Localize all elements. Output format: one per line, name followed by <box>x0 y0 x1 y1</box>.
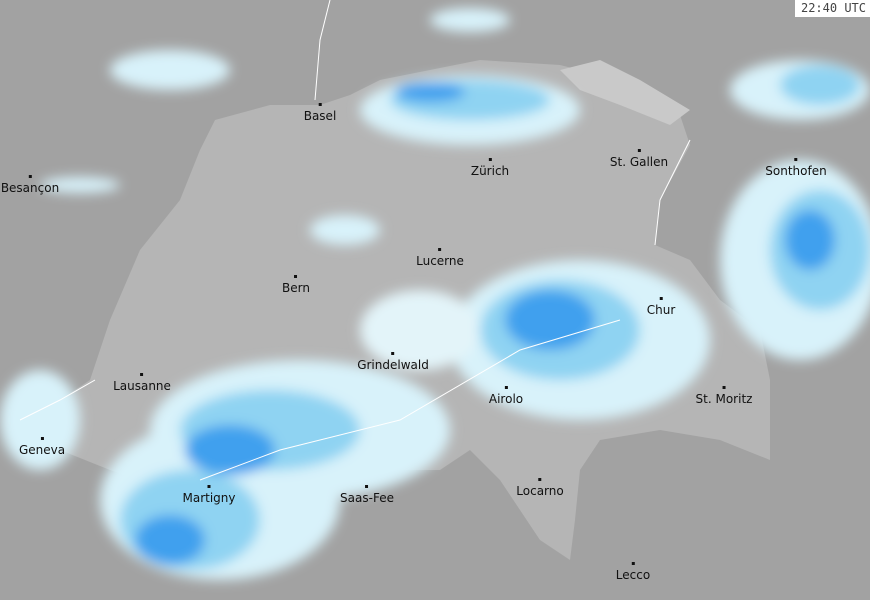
city-marker: Saas-Fee <box>340 485 394 505</box>
city-label: Besançon <box>0 181 60 195</box>
borders <box>19 0 691 481</box>
city-label: Airolo <box>488 392 524 406</box>
city-label: Locarno <box>516 484 564 498</box>
city-label: Lausanne <box>113 379 171 393</box>
city-label: Lecco <box>615 568 651 582</box>
city-label: Sonthofen <box>765 164 827 178</box>
city-marker: Geneva <box>19 437 65 457</box>
city-dot-icon <box>365 485 369 488</box>
city-marker: Lucerne <box>416 248 464 268</box>
city-marker: Airolo <box>489 386 523 406</box>
city-label: Bern <box>282 281 310 295</box>
city-marker: Besançon <box>1 175 59 195</box>
city-dot-icon <box>722 386 726 389</box>
city-dot-icon <box>637 149 641 152</box>
city-marker: Zürich <box>471 158 509 178</box>
city-dot-icon <box>631 562 635 565</box>
city-dot-icon <box>794 158 798 161</box>
city-label: Martigny <box>182 491 236 505</box>
city-label: Basel <box>303 109 337 123</box>
city-dot-icon <box>504 386 508 389</box>
city-dot-icon <box>659 297 663 300</box>
city-dot-icon <box>538 478 542 481</box>
radar-echoes <box>0 8 870 580</box>
city-dot-icon <box>318 103 322 106</box>
city-marker: Basel <box>303 103 337 123</box>
city-dot-icon <box>40 437 44 440</box>
city-dot-icon <box>438 248 442 251</box>
city-marker: St. Gallen <box>610 149 668 169</box>
city-label: Zürich <box>470 164 510 178</box>
city-label: Grindelwald <box>357 358 429 372</box>
city-dot-icon <box>207 485 211 488</box>
city-marker: Lecco <box>616 562 650 582</box>
city-dot-icon <box>391 352 395 355</box>
city-label: Chur <box>646 303 676 317</box>
city-label: Geneva <box>18 443 66 457</box>
city-dot-icon <box>140 373 144 376</box>
city-marker: Grindelwald <box>357 352 429 372</box>
city-marker: Bern <box>282 275 310 295</box>
city-marker: Chur <box>646 297 676 317</box>
lake-constance <box>560 60 690 125</box>
city-dot-icon <box>294 275 298 278</box>
timestamp-label: 22:40 UTC <box>794 0 870 17</box>
city-marker: Lausanne <box>113 373 171 393</box>
city-label: Saas-Fee <box>340 491 394 505</box>
city-marker: Locarno <box>516 478 564 498</box>
city-marker: Martigny <box>182 485 236 505</box>
city-label: Lucerne <box>416 254 464 268</box>
city-label: St. Moritz <box>695 392 753 406</box>
city-marker: St. Moritz <box>695 386 753 406</box>
city-dot-icon <box>28 175 32 178</box>
city-dot-icon <box>488 158 492 161</box>
city-label: St. Gallen <box>609 155 669 169</box>
city-marker: Sonthofen <box>765 158 827 178</box>
